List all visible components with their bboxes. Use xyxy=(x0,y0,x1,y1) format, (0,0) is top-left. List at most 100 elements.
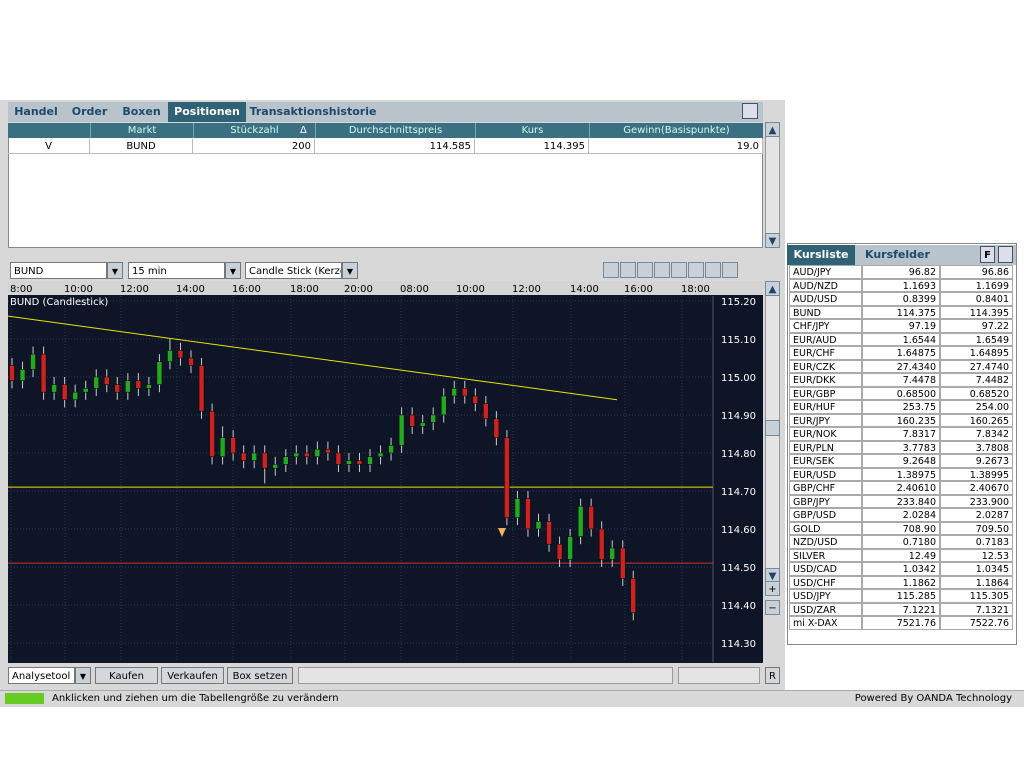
rate-cell[interactable]: EUR/CHF xyxy=(789,346,862,360)
column-header[interactable]: Kurs xyxy=(475,123,589,138)
rate-cell[interactable]: 1.1862 xyxy=(862,575,940,589)
rate-cell[interactable]: 7.8342 xyxy=(940,427,1013,441)
column-header[interactable]: Gewinn(Basispunkte) xyxy=(589,123,763,138)
rate-cell[interactable]: AUD/USD xyxy=(789,292,862,306)
scroll-up[interactable]: ▲ xyxy=(765,122,780,137)
rate-cell[interactable]: EUR/NOK xyxy=(789,427,862,441)
rate-cell[interactable]: SILVER xyxy=(789,548,862,562)
rate-cell[interactable]: 233.900 xyxy=(940,494,1013,508)
column-header[interactable]: Markt xyxy=(90,123,193,138)
rate-cell[interactable]: 12.49 xyxy=(862,548,940,562)
rate-cell[interactable]: 709.50 xyxy=(940,521,1013,535)
rate-cell[interactable]: GBP/CHF xyxy=(789,481,862,495)
button[interactable]: Verkaufen xyxy=(161,667,224,684)
rate-cell[interactable]: EUR/PLN xyxy=(789,440,862,454)
rate-cell[interactable]: USD/CAD xyxy=(789,562,862,576)
column-header[interactable]: Durchschnittspreis xyxy=(315,123,475,138)
rate-cell[interactable]: 97.19 xyxy=(862,319,940,333)
rate-cell[interactable]: 1.1699 xyxy=(940,278,1013,292)
rate-cell[interactable]: mi X-DAX xyxy=(789,616,862,630)
rate-cell[interactable]: 1.38995 xyxy=(940,467,1013,481)
rate-cell[interactable]: 160.265 xyxy=(940,413,1013,427)
rate-cell[interactable]: 7.8317 xyxy=(862,427,940,441)
tool-button[interactable] xyxy=(688,262,704,278)
rate-cell[interactable]: EUR/DKK xyxy=(789,373,862,387)
rate-cell[interactable]: EUR/SEK xyxy=(789,454,862,468)
rate-cell[interactable]: 96.82 xyxy=(862,265,940,279)
rate-cell[interactable]: 3.7808 xyxy=(940,440,1013,454)
rate-cell[interactable]: 253.75 xyxy=(862,400,940,414)
tab[interactable]: Order xyxy=(64,102,115,122)
dropdown[interactable]: BUND xyxy=(10,262,107,279)
rate-cell[interactable]: 1.6549 xyxy=(940,332,1013,346)
rate-cell[interactable]: 9.2648 xyxy=(862,454,940,468)
rate-cell[interactable]: EUR/AUD xyxy=(789,332,862,346)
tool-button[interactable] xyxy=(654,262,670,278)
rate-cell[interactable]: GBP/USD xyxy=(789,508,862,522)
dropdown-button[interactable]: ▼ xyxy=(75,667,91,684)
rate-cell[interactable]: 2.0287 xyxy=(940,508,1013,522)
rate-cell[interactable]: 1.0345 xyxy=(940,562,1013,576)
rate-cell[interactable]: GOLD xyxy=(789,521,862,535)
rate-cell[interactable]: 2.0284 xyxy=(862,508,940,522)
zoom-in[interactable]: + xyxy=(765,581,780,596)
rate-cell[interactable]: EUR/GBP xyxy=(789,386,862,400)
dropdown[interactable]: Analysetool xyxy=(8,667,75,684)
dropdown[interactable]: Candle Stick (Kerze xyxy=(245,262,342,279)
rate-cell[interactable]: USD/JPY xyxy=(789,589,862,603)
tab[interactable]: Boxen xyxy=(115,102,168,122)
rate-cell[interactable]: 0.8399 xyxy=(862,292,940,306)
scroll-down[interactable]: ▼ xyxy=(765,233,780,248)
column-header[interactable]: Stückzahl xyxy=(193,123,315,138)
rate-cell[interactable]: 115.305 xyxy=(940,589,1013,603)
float-button[interactable] xyxy=(998,246,1013,263)
rate-cell[interactable]: 96.86 xyxy=(940,265,1013,279)
tool-button[interactable] xyxy=(603,262,619,278)
rate-cell[interactable]: 1.64895 xyxy=(940,346,1013,360)
rate-cell[interactable]: 1.1864 xyxy=(940,575,1013,589)
tool-button[interactable] xyxy=(637,262,653,278)
rate-cell[interactable]: 0.7183 xyxy=(940,535,1013,549)
rate-cell[interactable]: 160.235 xyxy=(862,413,940,427)
button[interactable]: Kaufen xyxy=(95,667,158,684)
rate-cell[interactable]: 2.40610 xyxy=(862,481,940,495)
rate-cell[interactable]: 1.1693 xyxy=(862,278,940,292)
rate-cell[interactable]: 708.90 xyxy=(862,521,940,535)
rates-tab[interactable]: Kursliste xyxy=(787,245,855,265)
rate-cell[interactable]: EUR/CZK xyxy=(789,359,862,373)
rate-cell[interactable]: 12.53 xyxy=(940,548,1013,562)
rate-cell[interactable]: 114.395 xyxy=(940,305,1013,319)
rate-cell[interactable]: 9.2673 xyxy=(940,454,1013,468)
rate-cell[interactable]: 0.8401 xyxy=(940,292,1013,306)
tool-button[interactable] xyxy=(671,262,687,278)
rate-cell[interactable]: 1.38975 xyxy=(862,467,940,481)
rate-cell[interactable]: 233.840 xyxy=(862,494,940,508)
rate-cell[interactable]: 0.68500 xyxy=(862,386,940,400)
tab[interactable]: Handel xyxy=(8,102,64,122)
zoom-bar[interactable] xyxy=(678,667,760,684)
dropdown-button[interactable]: ▼ xyxy=(107,262,123,279)
rate-cell[interactable]: AUD/JPY xyxy=(789,265,862,279)
rate-cell[interactable]: 1.6544 xyxy=(862,332,940,346)
rate-cell[interactable]: 1.0342 xyxy=(862,562,940,576)
float-button[interactable] xyxy=(742,103,758,119)
rate-cell[interactable]: 0.7180 xyxy=(862,535,940,549)
dropdown-button[interactable]: ▼ xyxy=(342,262,358,279)
button[interactable]: R xyxy=(765,667,780,684)
rate-cell[interactable]: NZD/USD xyxy=(789,535,862,549)
tool-button[interactable] xyxy=(705,262,721,278)
rates-tab[interactable]: Kursfelder xyxy=(855,245,1016,265)
h-scrollbar[interactable] xyxy=(298,667,673,684)
scroll-thumb[interactable] xyxy=(765,420,780,436)
resize-handle[interactable] xyxy=(5,693,44,704)
rate-cell[interactable]: 97.22 xyxy=(940,319,1013,333)
sort-indicator[interactable]: Δ xyxy=(300,125,307,136)
rate-cell[interactable]: EUR/USD xyxy=(789,467,862,481)
rate-cell[interactable]: EUR/JPY xyxy=(789,413,862,427)
rate-cell[interactable]: 2.40670 xyxy=(940,481,1013,495)
rates-button[interactable]: F xyxy=(980,246,995,263)
tool-button[interactable] xyxy=(722,262,738,278)
tab[interactable]: Positionen xyxy=(168,102,246,122)
rate-cell[interactable]: 7.4482 xyxy=(940,373,1013,387)
rate-cell[interactable]: BUND xyxy=(789,305,862,319)
